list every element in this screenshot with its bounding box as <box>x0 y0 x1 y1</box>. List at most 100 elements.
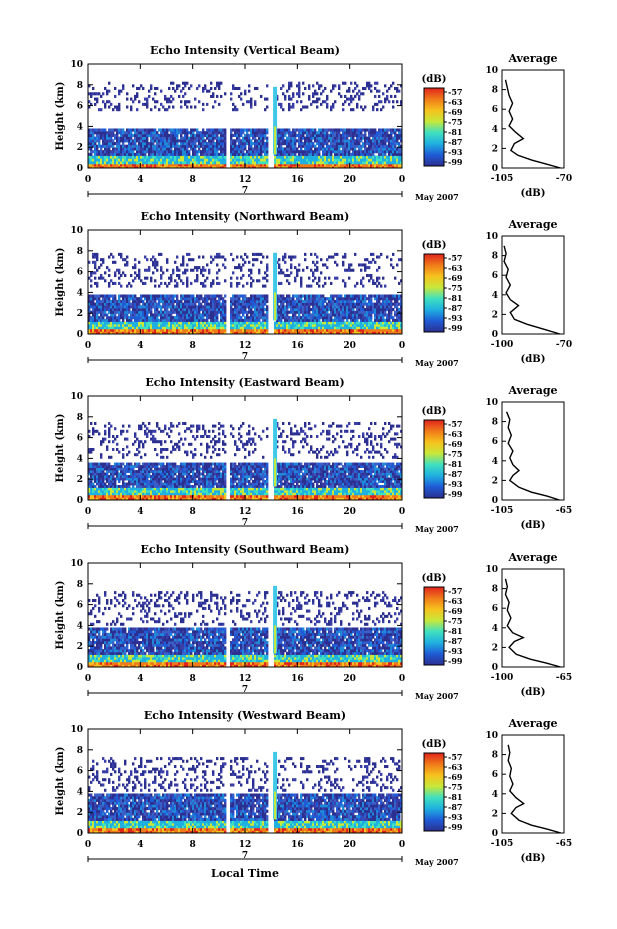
colorbar-tick-label: -57 <box>448 752 462 762</box>
x-tick-label: 16 <box>291 175 304 185</box>
profile-y-tick-label: 6 <box>492 105 498 115</box>
profile-title: Average <box>507 52 557 65</box>
spike-core <box>274 292 277 321</box>
profile-frame <box>501 69 565 169</box>
profile-y-tick-label: 6 <box>492 770 498 780</box>
y-tick-label: 8 <box>77 580 83 590</box>
month-label: May 2007 <box>415 358 459 368</box>
y-axis-label: Height (km) <box>55 581 66 650</box>
profile-y-tick-label: 6 <box>492 604 498 614</box>
y-tick-label: 6 <box>77 102 83 112</box>
panel-2: Echo Intensity (Northward Beam) 0 2 4 6 8 10 He… <box>55 210 572 368</box>
colorbar-tick-label: -63 <box>448 263 463 273</box>
colorbar-tick-label: -81 <box>448 626 462 636</box>
x-tick-label: 20 <box>343 507 356 517</box>
profile-frame <box>501 401 565 501</box>
panel-3: Echo Intensity (Eastward Beam) 0 2 4 6 8 10 Hei… <box>55 376 572 534</box>
y-tick-label: 10 <box>70 392 83 402</box>
profile-y-tick-label: 10 <box>485 731 498 741</box>
profile-x-label: (dB) <box>521 354 546 365</box>
profile-x-tick-label: -65 <box>556 673 572 683</box>
profile-x-tick-label: -105 <box>491 506 514 516</box>
y-axis-label: Height (km) <box>55 82 66 151</box>
x-tick-label: 8 <box>190 674 196 684</box>
colorbar-tick-label: -99 <box>448 656 463 666</box>
profile-y-tick-label: 4 <box>492 624 498 634</box>
profile-frame <box>501 734 565 834</box>
panel-5: Echo Intensity (Westward Beam) 0 2 4 6 8 10 Hei… <box>55 709 572 880</box>
x-tick-label: 12 <box>239 507 252 517</box>
colorbar-tick-label: -81 <box>448 792 462 802</box>
colorbar-tick-label: -87 <box>448 137 462 147</box>
y-tick-label: 2 <box>77 808 83 818</box>
colorbar-tick-label: -81 <box>448 293 462 303</box>
date-label: 7 <box>242 685 248 695</box>
panel-4: Echo Intensity (Southward Beam) 0 2 4 6 8 10 He… <box>55 543 572 701</box>
y-tick-label: 10 <box>70 725 83 735</box>
panel-title: Echo Intensity (Westward Beam) <box>144 709 346 722</box>
colorbar <box>423 253 445 333</box>
y-tick-label: 4 <box>77 454 83 464</box>
panel-title: Echo Intensity (Vertical Beam) <box>150 44 340 57</box>
y-axis-label: Height (km) <box>55 747 66 816</box>
colorbar-tick-label: -99 <box>448 489 463 499</box>
x-tick-label: 0 <box>399 840 405 850</box>
y-tick-label: 6 <box>77 434 83 444</box>
x-tick-label: 4 <box>137 840 143 850</box>
date-label: 7 <box>242 851 248 861</box>
colorbar-tick-label: -69 <box>448 606 463 616</box>
x-tick-label: 20 <box>343 840 356 850</box>
colorbar-tick-label: -93 <box>448 479 463 489</box>
profile-y-tick-label: 8 <box>492 585 498 595</box>
colorbar-tick-label: -75 <box>448 283 462 293</box>
x-tick-label: 20 <box>343 341 356 351</box>
profile-x-tick-label: -70 <box>556 340 572 350</box>
y-tick-label: 4 <box>77 621 83 631</box>
profile-line <box>504 79 561 169</box>
colorbar-tick-label: -93 <box>448 147 463 157</box>
colorbar-tick-label: -87 <box>448 303 462 313</box>
month-label: May 2007 <box>415 691 459 701</box>
spike-core <box>274 625 277 654</box>
y-tick-label: 0 <box>77 496 83 506</box>
heatmap-layers <box>88 422 403 501</box>
x-tick-label: 0 <box>85 840 91 850</box>
date-label: 7 <box>242 518 248 528</box>
profile-y-tick-label: 4 <box>492 457 498 467</box>
profile-y-tick-label: 0 <box>492 330 498 340</box>
colorbar-tick-label: -81 <box>448 459 462 469</box>
panel-title: Echo Intensity (Southward Beam) <box>141 543 350 556</box>
colorbar-unit: (dB) <box>422 74 447 85</box>
y-tick-label: 0 <box>77 330 83 340</box>
profile-x-tick-label: -105 <box>491 174 514 184</box>
profile-y-tick-label: 4 <box>492 125 498 135</box>
x-tick-label: 8 <box>190 840 196 850</box>
colorbar-tick-label: -99 <box>448 323 463 333</box>
date-label: 7 <box>242 352 248 362</box>
profile-y-tick-label: 2 <box>492 643 498 653</box>
colorbar <box>423 586 445 666</box>
colorbar-tick-label: -87 <box>448 802 462 812</box>
y-tick-label: 2 <box>77 642 83 652</box>
profile-title: Average <box>507 218 557 231</box>
colorbar-tick-label: -63 <box>448 97 463 107</box>
profile-x-tick-label: -105 <box>491 839 514 849</box>
profile-y-tick-label: 10 <box>485 398 498 408</box>
y-tick-label: 0 <box>77 164 83 174</box>
x-tick-label: 0 <box>399 507 405 517</box>
y-tick-label: 8 <box>77 247 83 257</box>
colorbar-tick-label: -63 <box>448 596 463 606</box>
colorbar <box>423 752 445 832</box>
y-tick-label: 8 <box>77 746 83 756</box>
spike <box>273 751 278 820</box>
colorbar-tick-label: -81 <box>448 127 462 137</box>
panel-1: Echo Intensity (Vertical Beam) 0 2 4 6 8 10 Hei… <box>55 44 572 202</box>
profile-y-tick-label: 4 <box>492 291 498 301</box>
heatmap-layers <box>88 757 403 834</box>
y-tick-label: 8 <box>77 81 83 91</box>
colorbar-tick-label: -93 <box>448 812 463 822</box>
x-tick-label: 16 <box>291 674 304 684</box>
x-tick-label: 8 <box>190 507 196 517</box>
spike-core <box>274 458 277 487</box>
